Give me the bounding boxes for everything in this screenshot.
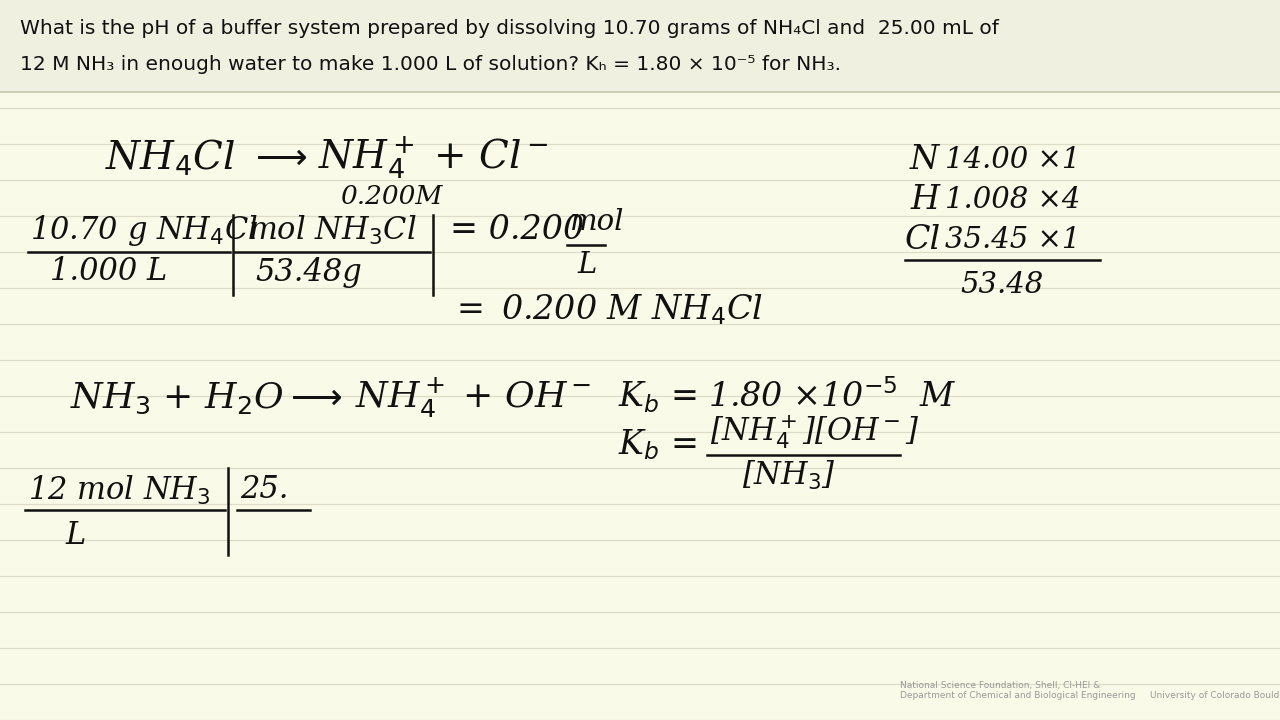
Text: K$_b$ = 1.80 ×10$^{-5}$  M: K$_b$ = 1.80 ×10$^{-5}$ M — [618, 374, 956, 415]
Text: What is the pH of a buffer system prepared by dissolving 10.70 grams of NH₄Cl an: What is the pH of a buffer system prepar… — [20, 19, 998, 37]
Text: 35.45 ×1: 35.45 ×1 — [945, 226, 1080, 254]
Text: NH$_3$ + H$_2$O: NH$_3$ + H$_2$O — [70, 380, 284, 415]
Text: 14.00 ×1: 14.00 ×1 — [945, 146, 1080, 174]
Text: mol NH$_3$Cl: mol NH$_3$Cl — [248, 213, 416, 246]
Text: H: H — [910, 184, 940, 216]
Text: L: L — [577, 251, 596, 279]
Text: 0.200M: 0.200M — [340, 184, 443, 209]
Text: N: N — [910, 144, 940, 176]
Text: $\longrightarrow$: $\longrightarrow$ — [248, 141, 307, 175]
Text: K$_b$ =: K$_b$ = — [618, 428, 696, 462]
Text: 10.70 g NH$_4$Cl: 10.70 g NH$_4$Cl — [29, 212, 259, 248]
Text: 12 mol NH$_3$: 12 mol NH$_3$ — [28, 474, 211, 507]
Text: 1.008 ×4: 1.008 ×4 — [945, 186, 1080, 214]
Text: 1.000 L: 1.000 L — [50, 256, 168, 287]
Text: Cl: Cl — [905, 224, 941, 256]
Text: NH$_4$Cl: NH$_4$Cl — [105, 138, 236, 178]
Text: L: L — [65, 520, 86, 551]
Text: 53.48: 53.48 — [960, 271, 1043, 299]
Text: 25.: 25. — [241, 474, 288, 505]
Text: mol: mol — [570, 208, 625, 236]
Text: [NH$_3$]: [NH$_3$] — [742, 459, 836, 492]
Text: $=$ 0.200 M NH$_4$Cl: $=$ 0.200 M NH$_4$Cl — [451, 292, 763, 328]
Text: [NH$_4^+$][OH$^-$]: [NH$_4^+$][OH$^-$] — [710, 413, 919, 451]
Text: 53.48g: 53.48g — [255, 256, 362, 287]
Text: NH$_4^+$ + Cl$^-$: NH$_4^+$ + Cl$^-$ — [317, 135, 549, 181]
Text: 12 M NH₃ in enough water to make 1.000 L of solution? Kₕ = 1.80 × 10⁻⁵ for NH₃.: 12 M NH₃ in enough water to make 1.000 L… — [20, 55, 841, 74]
Text: NH$_4^+$ + OH$^-$: NH$_4^+$ + OH$^-$ — [355, 376, 591, 420]
Text: National Science Foundation, Shell, CI-HEI &
Department of Chemical and Biologic: National Science Foundation, Shell, CI-H… — [900, 680, 1280, 700]
Bar — [0, 0, 1280, 92]
Text: $\longrightarrow$: $\longrightarrow$ — [283, 381, 342, 415]
Text: = 0.200: = 0.200 — [451, 214, 584, 246]
